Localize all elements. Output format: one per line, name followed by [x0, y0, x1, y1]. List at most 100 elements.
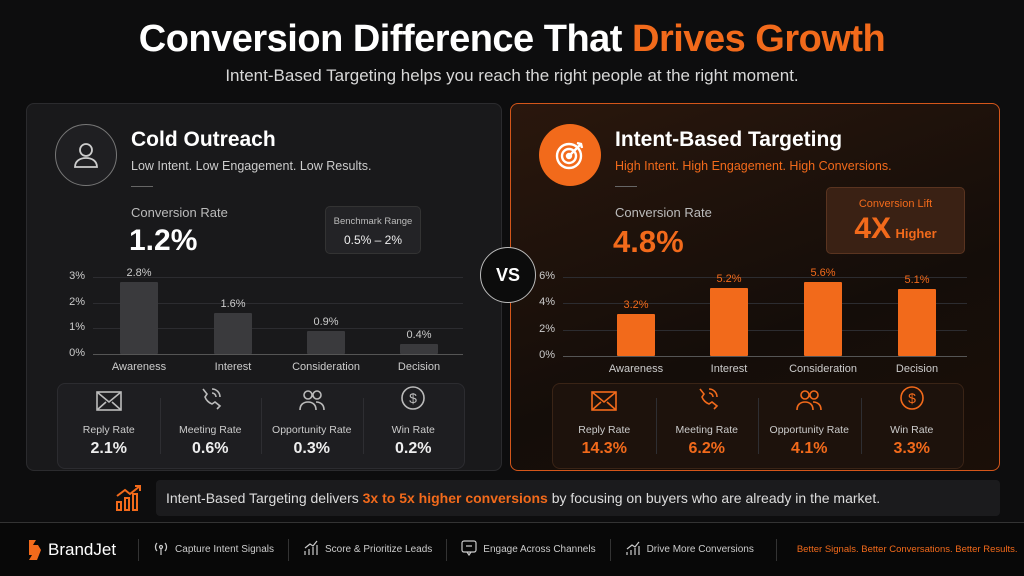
- brand-name: BrandJet: [48, 539, 117, 559]
- intent-funnel-chart: 0% 2% 4% 6% 3.2% Awareness 5.2% Interest 5.6% Con…: [511, 267, 1001, 375]
- metric-value: 6.2%: [688, 440, 725, 457]
- banner-pre: Intent-Based Targeting delivers: [166, 490, 363, 506]
- metric-label: Reply Rate: [82, 424, 135, 436]
- lift-value: 4X: [854, 212, 892, 245]
- data-label: 5.1%: [904, 273, 930, 286]
- y-tick-label: 2%: [539, 322, 555, 335]
- metric-opportunity-rate: Opportunity Rate 0.3%: [261, 384, 363, 468]
- conversion-rate-label: Conversion Rate: [615, 205, 712, 220]
- bar-interest: [214, 312, 252, 354]
- category-label: Awareness: [608, 363, 664, 375]
- lift-label: Conversion Lift: [858, 198, 933, 210]
- metric-meeting-rate: Meeting Rate 6.2%: [655, 384, 759, 468]
- bar-consideration: [307, 330, 345, 354]
- y-tick-label: 0%: [69, 347, 85, 359]
- y-tick-label: 4%: [539, 296, 555, 309]
- metric-value: 0.3%: [293, 440, 330, 457]
- y-tick-label: 3%: [69, 270, 85, 282]
- metric-label: Reply Rate: [578, 424, 631, 436]
- footer-item: Score & Prioritize Leads: [288, 538, 446, 561]
- category-label: Interest: [710, 363, 748, 375]
- category-label: Decision: [895, 363, 939, 375]
- data-label: 1.6%: [220, 297, 246, 310]
- data-label: 2.8%: [126, 267, 152, 280]
- page-title: Conversion Difference That Drives Growth: [0, 18, 1024, 61]
- data-label: 0.4%: [406, 328, 432, 341]
- y-tick-label: 1%: [69, 321, 85, 334]
- gridline: [93, 328, 463, 330]
- insight-banner: Intent-Based Targeting delivers 3x to 5x…: [26, 478, 1000, 518]
- users-icon: [298, 389, 325, 424]
- metric-value: 14.3%: [581, 440, 627, 457]
- metric-reply-rate: Reply Rate 14.3%: [553, 384, 656, 468]
- chat-icon: [461, 540, 477, 559]
- metric-value: 0.2%: [395, 440, 432, 457]
- divider: [131, 186, 153, 187]
- metric-value: 2.1%: [90, 440, 127, 457]
- cold-funnel-chart: 0% 1% 2% 3% 2.8% Awareness 1.6% Interest 0.9% Con…: [27, 267, 503, 374]
- footer-item-label: Score & Prioritize Leads: [325, 544, 433, 555]
- bar-growth-icon: [303, 540, 319, 559]
- user-icon: [55, 124, 117, 186]
- phone-icon: [198, 387, 222, 424]
- title-text: Conversion Difference That: [138, 18, 633, 60]
- benchmark-label: Benchmark Range: [333, 216, 413, 227]
- metric-label: Opportunity Rate: [769, 424, 849, 436]
- metric-label: Opportunity Rate: [272, 424, 352, 436]
- conversion-rate-value: 4.8%: [613, 224, 684, 259]
- category-label: Consideration: [292, 361, 360, 373]
- metric-reply-rate: Reply Rate 2.1%: [58, 384, 160, 468]
- footer-item: Engage Across Channels: [446, 538, 609, 561]
- growth-chart-icon: [114, 484, 144, 517]
- conversion-lift-box: Conversion Lift 4X Higher: [826, 187, 965, 254]
- dollar-icon: $: [400, 385, 426, 424]
- metric-label: Meeting Rate: [179, 424, 242, 436]
- intent-metrics: Reply Rate 14.3% Meeting Rate 6.2% Opportuni…: [552, 383, 964, 469]
- conversion-rate-label: Conversion Rate: [131, 205, 228, 220]
- metric-label: Win Rate: [890, 424, 934, 436]
- bar-decision: [898, 288, 936, 356]
- banner-post: by focusing on buyers who are already in…: [547, 490, 881, 506]
- intent-targeting-panel: Intent-Based Targeting High Intent. High…: [510, 103, 1000, 471]
- benchmark-value: 0.5% – 2%: [343, 233, 403, 247]
- gridline: [93, 354, 463, 355]
- mail-icon: [95, 391, 122, 424]
- bar-consideration: [804, 282, 842, 356]
- y-tick-label: 2%: [69, 295, 85, 308]
- metric-meeting-rate: Meeting Rate 0.6%: [159, 384, 262, 468]
- mail-icon: [591, 391, 618, 424]
- footer-item-label: Engage Across Channels: [483, 544, 596, 555]
- dollar-icon: $: [899, 385, 925, 424]
- banner-highlight: 3x to 5x higher conversions: [362, 490, 548, 506]
- category-label: Decision: [397, 361, 441, 373]
- panel-title: Cold Outreach: [131, 128, 276, 151]
- bar-interest: [710, 287, 748, 356]
- bar-decision: [400, 343, 438, 354]
- category-label: Consideration: [789, 363, 857, 375]
- panel-subtitle: High Intent. High Engagement. High Conve…: [615, 159, 892, 173]
- svg-text:$: $: [409, 390, 417, 406]
- y-tick-label: 0%: [539, 349, 555, 361]
- bar-awareness: [120, 282, 158, 354]
- footer-item-label: Capture Intent Signals: [175, 544, 274, 555]
- gridline: [563, 303, 967, 305]
- metric-value: 3.3%: [893, 440, 930, 457]
- footer-item: Drive More Conversions: [609, 538, 768, 561]
- footer-tagline: Better Signals. Better Conversations. Be…: [775, 538, 1018, 561]
- metric-win-rate: $ Win Rate 3.3%: [860, 384, 964, 468]
- phone-icon: [695, 387, 719, 424]
- data-label: 5.6%: [810, 267, 836, 280]
- data-label: 3.2%: [623, 298, 649, 311]
- lift-suffix: Higher: [895, 226, 937, 241]
- title-highlight: Drives Growth: [632, 18, 886, 60]
- metric-label: Meeting Rate: [675, 424, 738, 436]
- data-label: 0.9%: [313, 315, 339, 328]
- category-label: Awareness: [111, 361, 167, 373]
- trend-icon: [625, 540, 641, 559]
- benchmark-box: Benchmark Range 0.5% – 2%: [325, 206, 421, 254]
- page-subtitle: Intent-Based Targeting helps you reach t…: [225, 66, 799, 85]
- footer-item-label: Drive More Conversions: [646, 544, 754, 555]
- target-icon: [539, 124, 601, 186]
- category-label: Interest: [214, 361, 252, 373]
- panel-title: Intent-Based Targeting: [615, 128, 843, 151]
